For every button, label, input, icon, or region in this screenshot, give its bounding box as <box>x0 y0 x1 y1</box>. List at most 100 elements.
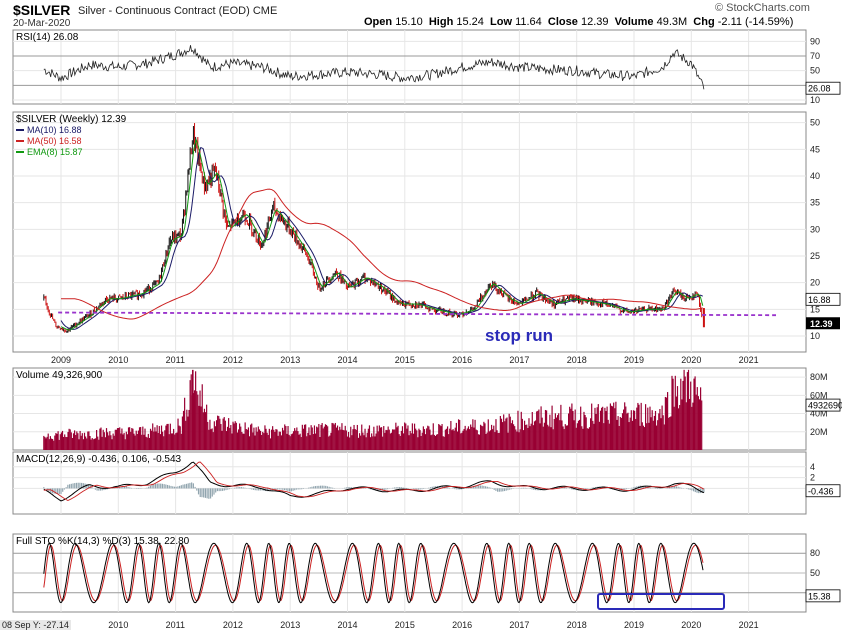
sto-x-tick-label: 2011 <box>166 620 185 630</box>
sto-value-tag: 15.38 <box>808 591 831 601</box>
volume-value: 49.3M <box>656 16 688 28</box>
sto-value-tag-box <box>805 589 841 603</box>
price-tick-label: 15 <box>810 304 820 314</box>
price-x-tick-label: 2016 <box>452 355 472 365</box>
price-x-tick-label: 2020 <box>681 355 701 365</box>
price-x-tick-label: 2010 <box>108 355 128 365</box>
volume-value-tag: 49326900 <box>808 401 842 411</box>
sto-title: Full STO %K(14,3) %D(3) 15.38, 22.80 <box>16 536 190 547</box>
sto-tick-label: 80 <box>810 548 820 558</box>
price-x-tick-label: 2017 <box>509 355 529 365</box>
price-x-tick-label: 2011 <box>166 355 185 365</box>
price-x-tick-label: 2009 <box>51 355 71 365</box>
ma10-value-tag-box <box>805 292 841 306</box>
sto-x-tick-label: 2016 <box>452 620 472 630</box>
low-value: 11.64 <box>515 16 542 28</box>
rsi-value-tag: 26.08 <box>808 84 831 94</box>
rsi-tick-label: 50 <box>810 66 820 76</box>
price-x-tick-label: 2014 <box>338 355 358 365</box>
sto-x-tick-label: 2012 <box>223 620 243 630</box>
price-x-tick-label: 2019 <box>624 355 644 365</box>
ema8-line <box>60 138 704 331</box>
sto-tick-label: 50 <box>810 568 820 578</box>
rsi-tick-label: 70 <box>810 51 820 61</box>
price-tick-label: 10 <box>810 331 820 341</box>
sto-d-line <box>43 544 704 602</box>
sto-x-tick-label: 2019 <box>624 620 644 630</box>
support-line <box>58 311 777 317</box>
sto-x-tick-label: 2017 <box>509 620 529 630</box>
price-tick-label: 40 <box>810 171 820 181</box>
rsi-tick-label: 90 <box>810 36 820 46</box>
open-label: Open <box>364 16 393 28</box>
ohlc-readout: Open 15.10 High 15.24 Low 11.64 Close 12… <box>364 16 793 28</box>
close-value: 12.39 <box>580 16 609 28</box>
macd-signal-line <box>43 461 705 502</box>
quote-date: 20-Mar-2020 <box>13 18 71 29</box>
oversold-highlight-box <box>597 593 725 610</box>
close-value-tag-box <box>806 317 840 330</box>
symbol-title: $SILVER <box>13 2 71 18</box>
chart-header: $SILVER Silver - Continuous Contract (EO… <box>0 0 842 30</box>
stockcharts-logo[interactable]: © StockCharts.com <box>715 2 810 14</box>
price-x-tick-label: 2012 <box>223 355 243 365</box>
price-x-tick-label: 2018 <box>567 355 587 365</box>
price-tick-label: 30 <box>810 224 820 234</box>
ma50-line <box>61 188 703 320</box>
volume-tick-label: 40M <box>810 409 828 419</box>
rsi-line <box>43 45 705 90</box>
sto-x-tick-label: 2013 <box>280 620 300 630</box>
chg-label: Chg <box>693 16 715 28</box>
sto-x-tick-label: 2014 <box>338 620 358 630</box>
price-x-tick-label: 2015 <box>395 355 415 365</box>
macd-value-tag-box <box>805 484 841 498</box>
ma10-line <box>60 146 703 330</box>
chg-value: -2.11 (-14.59%) <box>717 16 794 28</box>
volume-tick-label: 20M <box>810 427 828 437</box>
sto-x-tick-label: 2021 <box>739 620 759 630</box>
volume-tick-label: 60M <box>810 390 828 400</box>
price-x-tick-label: 2013 <box>280 355 300 365</box>
macd-tick-label: 4 <box>810 462 815 472</box>
rsi-title: RSI(14) 26.08 <box>16 32 79 43</box>
close-label: Close <box>547 16 578 28</box>
low-label: Low <box>490 16 513 28</box>
ma10-value-tag: 16.88 <box>808 295 831 305</box>
macd-value-tag: -0.436 <box>808 486 834 496</box>
volume-title: Volume 49,326,900 <box>16 370 103 381</box>
cursor-readout: 08 Sep Y: -27.14 <box>0 620 71 630</box>
sto-k-line <box>43 542 704 604</box>
price-tick-label: 20 <box>810 278 820 288</box>
symbol-description: Silver - Continuous Contract (EOD) CME <box>78 5 278 17</box>
macd-title: MACD(12,26,9) -0.436, 0.106, -0.543 <box>16 454 182 465</box>
rsi-panel <box>12 29 807 105</box>
open-value: 15.10 <box>395 16 423 28</box>
macd-tick-label: 2 <box>810 473 815 483</box>
legend-entry: MA(10) 16.88 <box>27 125 82 135</box>
sto-x-tick-label: 2010 <box>108 620 128 630</box>
high-label: High <box>428 16 454 28</box>
volume-label: Volume <box>614 16 654 28</box>
stop-run-annotation: stop run <box>485 326 553 345</box>
price-tick-label: 35 <box>810 198 820 208</box>
price-panel <box>12 111 807 353</box>
price-tick-label: 25 <box>810 251 820 261</box>
price-tick-label: 50 <box>810 118 820 128</box>
macd-panel <box>12 451 807 515</box>
sto-x-tick-label: 2015 <box>395 620 415 630</box>
legend-entry: MA(50) 16.58 <box>27 136 82 146</box>
macd-line <box>43 461 705 502</box>
price-x-tick-label: 2021 <box>739 355 759 365</box>
volume-tick-label: 80M <box>810 372 828 382</box>
sto-x-tick-label: 2020 <box>681 620 701 630</box>
close-value-tag: 12.39 <box>810 319 833 329</box>
sto-x-tick-label: 2018 <box>567 620 587 630</box>
rsi-value-tag-box <box>805 81 841 95</box>
high-value: 15.24 <box>456 16 484 28</box>
price-tick-label: 45 <box>810 144 820 154</box>
price-title: $SILVER (Weekly) 12.39 <box>16 114 127 125</box>
rsi-tick-label: 10 <box>810 95 820 105</box>
volume-value-tag-box <box>805 398 841 412</box>
